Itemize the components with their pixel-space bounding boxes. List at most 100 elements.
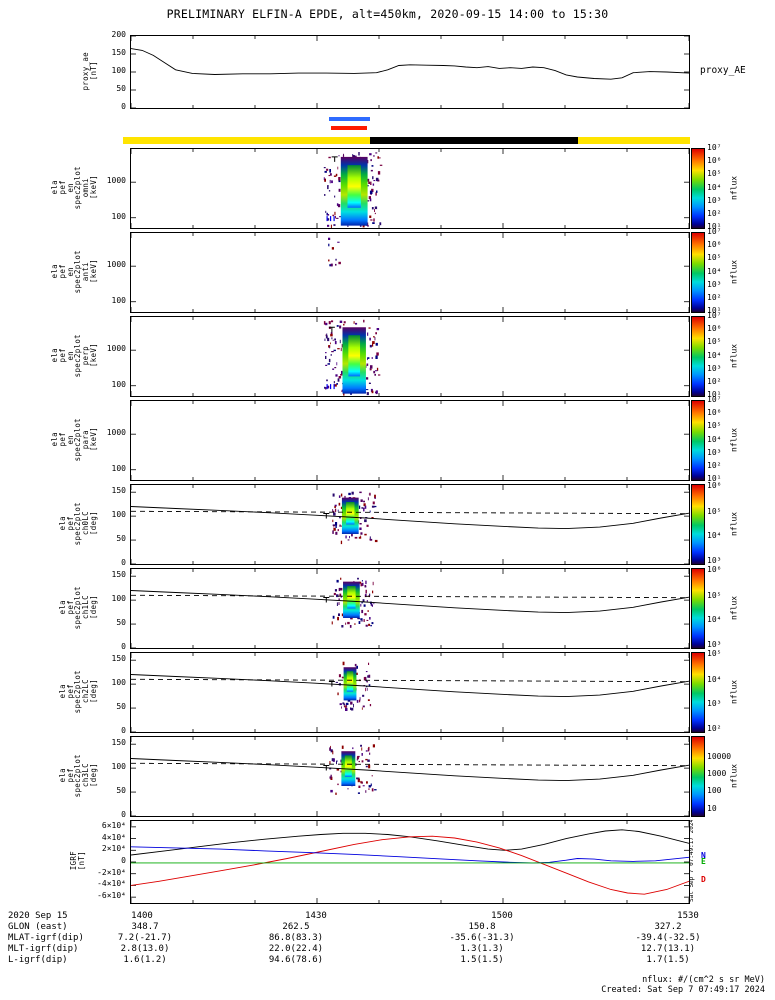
colorbar-tick-label: 10⁷	[707, 395, 722, 404]
errorbar-mark	[331, 156, 338, 162]
spec-speckle	[374, 337, 376, 341]
spec-speckle	[339, 216, 342, 218]
colorbar-tick-label: 10⁶	[707, 565, 722, 575]
spec-speckle	[347, 539, 350, 541]
spec-speckle	[352, 747, 354, 750]
colorbar-tick-label: 10¹	[707, 390, 722, 399]
spec-speckle	[340, 347, 342, 352]
spec-speckle	[360, 780, 362, 784]
spec-speckle	[336, 768, 340, 771]
spec-speckle	[374, 539, 378, 543]
spec-speckle	[334, 211, 336, 216]
spec-speckle	[361, 753, 363, 756]
spec-speckle	[377, 156, 379, 159]
spec-speckle	[374, 789, 377, 791]
spec-speckle	[375, 332, 377, 335]
ylabel-line: [keV]	[89, 175, 99, 200]
spec-speckle	[338, 502, 341, 506]
spec-speckle	[375, 177, 379, 182]
spec-speckle	[369, 198, 372, 202]
spec-speckle	[376, 190, 378, 193]
y-tick-label: 100	[111, 295, 126, 305]
spec-speckle	[361, 707, 363, 710]
spec-speckle	[357, 792, 360, 794]
spec-speckle	[347, 699, 351, 702]
spec-speckle	[366, 200, 369, 202]
colorbar-tick-label: 10³	[707, 363, 722, 373]
spec-speckle	[371, 775, 373, 777]
spec-speckle	[337, 348, 340, 350]
spec-speckle	[359, 491, 362, 494]
spec-speckle	[341, 706, 342, 709]
spec-speckle	[326, 168, 329, 171]
spec-speckle	[368, 788, 370, 790]
spec-speckle	[331, 180, 333, 184]
spec-speckle	[372, 222, 375, 224]
spec-speckle	[359, 224, 362, 227]
spec-speckle	[340, 540, 343, 545]
spec-speckle	[334, 195, 336, 198]
colorbar-tick-label: 10⁶	[707, 408, 722, 418]
spec-speckle	[335, 524, 337, 528]
colorbar-label-ch1LC: nflux	[729, 595, 739, 620]
series-igrf-black	[131, 829, 689, 856]
spec-speckle	[341, 389, 343, 392]
spec-speckle	[335, 792, 337, 795]
panel-box-en_omni	[130, 148, 690, 229]
spec-speckle	[361, 609, 364, 614]
spec-speckle	[356, 758, 358, 761]
colorbar-label-en_perp: nflux	[729, 343, 739, 368]
top-bar-segment-black	[369, 137, 578, 144]
y-tick-label: 150	[111, 486, 126, 496]
spec-speckle	[335, 263, 337, 266]
spec-speckle	[331, 621, 333, 625]
spec-speckle	[332, 530, 334, 534]
spec-speckle	[368, 662, 370, 665]
spec-speckle	[337, 509, 339, 512]
legend-letter-D: D	[701, 875, 706, 885]
spec-speckle	[329, 346, 331, 349]
spec-speckle	[376, 352, 379, 356]
spec-speckle	[325, 352, 327, 354]
series-igrf-N-blue	[131, 846, 689, 864]
y-tick-label: 1000	[106, 428, 126, 438]
spec-speckle	[360, 535, 362, 537]
spec-speckle	[373, 218, 375, 222]
spec-speckle	[356, 777, 359, 780]
y-tick-label: 1000	[106, 176, 126, 186]
spec-speckle	[370, 625, 372, 627]
spec-speckle	[334, 508, 337, 512]
y-tick-label: 1000	[106, 260, 126, 270]
spec-speckle	[370, 368, 372, 371]
spec-speckle	[329, 169, 331, 173]
spec-speckle	[369, 492, 371, 496]
spec-speckle	[372, 183, 375, 186]
spec-speckle	[353, 703, 354, 708]
spec-speckle	[337, 616, 339, 621]
panel-ylabel-en_omni: ela pef en spec2plot omni [keV]	[38, 148, 98, 227]
panel-ylabel-ch2LC: ela pef spec2plot ch2LC [deg]	[38, 652, 99, 731]
spec-speckle	[332, 615, 335, 619]
colorbar-tick-label: 10⁴	[707, 531, 722, 541]
y-tick-label: -4×10⁴	[97, 879, 126, 889]
legend-letter-E: E	[701, 856, 706, 866]
spec-speckle	[328, 345, 331, 348]
spec-speckle	[372, 341, 375, 344]
spec-speckle	[331, 351, 334, 353]
spec-speckle	[335, 681, 338, 683]
y-tick-label: 100	[111, 594, 126, 604]
spec-speckle	[324, 338, 326, 341]
spec-speckle	[363, 599, 365, 603]
spec-speckle	[327, 214, 330, 216]
spec-speckle	[366, 185, 369, 187]
spec-speckle	[365, 365, 367, 368]
colorbar-tick-label: 10⁵	[707, 337, 722, 347]
spec-speckle	[374, 497, 376, 499]
top-bar-fast-blue	[328, 117, 370, 121]
spec-speckle	[331, 320, 334, 323]
spec-speckle	[369, 367, 371, 371]
spec-speckle	[352, 154, 354, 156]
spec-speckle	[369, 344, 372, 348]
x-tick-label: 1400	[131, 911, 153, 921]
